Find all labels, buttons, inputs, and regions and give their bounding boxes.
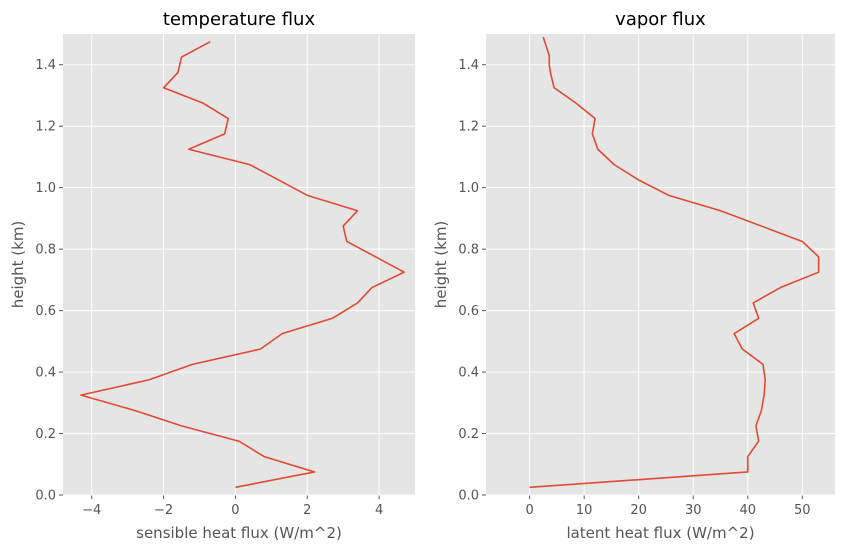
chart-title: temperature flux [163, 9, 316, 30]
x-tick-label: −2 [154, 503, 173, 518]
y-tick-label: 1.2 [458, 120, 479, 135]
series-line [80, 40, 406, 489]
y-tick-label: 0.6 [458, 304, 479, 319]
x-tick-label: 40 [739, 503, 756, 518]
x-tick-label: 0 [231, 503, 239, 518]
chart-title: vapor flux [615, 9, 706, 30]
plot-background [486, 34, 835, 495]
panel-2: 0 10 20 30 40 50 0.0 0.2 0.4 0.6 0.8 1.0 1.2 1.4 vapor… [432, 9, 835, 542]
y-tick-label: 0.8 [35, 243, 56, 258]
panel-1: −4 −2 0 2 4 0.0 0.2 0.4 0.6 0.8 1.0 1.2 1.4 temperatu… [9, 9, 415, 542]
y-tick-label: 0.0 [458, 489, 479, 504]
y-tick-label: 0.2 [35, 427, 56, 442]
y-tick-label: 0.6 [35, 304, 56, 319]
x-tick-label: 4 [375, 503, 383, 518]
y-tick-label: 0.0 [35, 489, 56, 504]
y-tick-label: 1.4 [458, 58, 479, 73]
x-tick-label: 0 [525, 503, 533, 518]
x-tick-label: −4 [82, 503, 101, 518]
y-tick-label: 0.2 [458, 427, 479, 442]
series-line [529, 36, 820, 489]
y-axis-label: height (km) [9, 221, 27, 309]
x-axis-label: sensible heat flux (W/m^2) [136, 524, 342, 542]
y-tick-label: 1.4 [35, 58, 56, 73]
x-tick-label: 50 [794, 503, 811, 518]
y-tick-label: 0.4 [35, 366, 56, 381]
x-tick-label: 20 [630, 503, 647, 518]
y-tick-label: 1.0 [35, 181, 56, 196]
y-tick-label: 0.8 [458, 243, 479, 258]
y-tick-label: 0.4 [458, 366, 479, 381]
y-axis-label: height (km) [432, 221, 450, 309]
plot-background [63, 34, 415, 495]
x-tick-label: 2 [303, 503, 311, 518]
x-axis-label: latent heat flux (W/m^2) [566, 524, 754, 542]
y-tick-label: 1.2 [35, 120, 56, 135]
y-tick-label: 1.0 [458, 181, 479, 196]
x-tick-label: 10 [576, 503, 593, 518]
x-tick-label: 30 [685, 503, 702, 518]
